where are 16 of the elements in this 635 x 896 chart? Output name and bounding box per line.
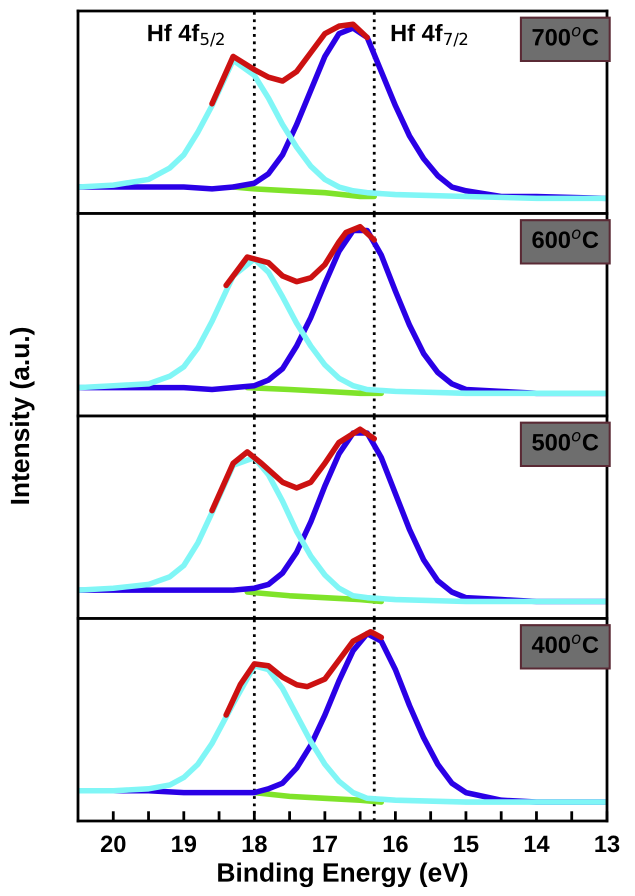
x-tick-label: 20 (100, 836, 126, 852)
annotation: 400$^{o}$C (532, 634, 598, 654)
x-tick-label: 14 (524, 836, 550, 852)
annotation: Hf 4f$_{5/2}$ (148, 24, 224, 46)
annotation: 600$^{o}$C (532, 230, 598, 248)
x-tick-label: 19 (172, 836, 196, 852)
x-tick-label: 16 (384, 836, 408, 852)
x-tick-label: 15 (454, 836, 478, 852)
y-axis-title: Intensity (a.u.) (10, 328, 35, 504)
x-axis-title: Binding Energy (eV) (218, 862, 468, 888)
x-tick-label: 13 (595, 836, 620, 852)
annotation: Hf 4f$_{7/2}$ (392, 24, 468, 46)
x-tick-label: 17 (313, 836, 337, 852)
annotation: 500$^{o}$C (532, 432, 598, 451)
x-tick-label: 18 (242, 836, 267, 852)
annotation: 700$^{o}$C (532, 27, 598, 46)
